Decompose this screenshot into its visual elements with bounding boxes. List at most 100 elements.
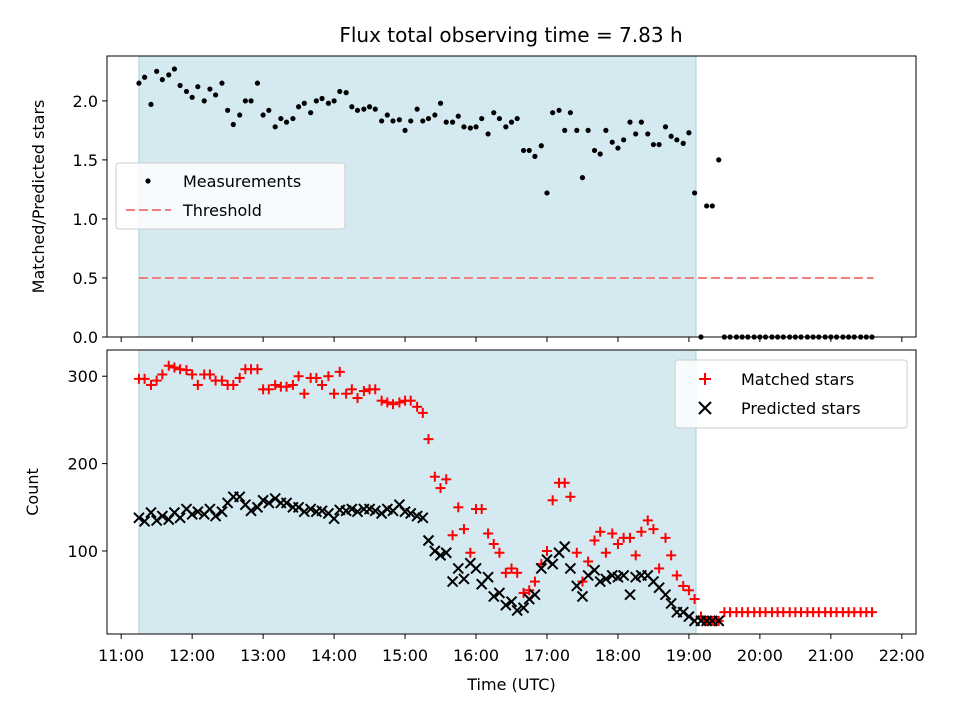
predicted-point	[145, 506, 157, 519]
predicted-point-b	[576, 590, 589, 603]
predicted-point-b	[138, 515, 151, 527]
predicted-point-b	[239, 498, 252, 511]
measurement-point	[219, 80, 225, 86]
predicted-point	[138, 515, 151, 527]
predicted-point-b	[517, 602, 530, 614]
predicted-point-b	[647, 575, 660, 588]
predicted-point	[316, 505, 328, 517]
predicted-point	[535, 562, 548, 575]
predicted-point-b	[192, 505, 204, 518]
measurement-point	[230, 121, 236, 128]
series-predicted-stars	[133, 491, 725, 627]
y-axis-label: Count	[23, 468, 42, 516]
matched-point	[358, 386, 369, 397]
matched-point	[625, 532, 636, 543]
matched-point	[204, 369, 215, 380]
matched-point	[465, 547, 476, 558]
predicted-point-b	[458, 573, 470, 585]
matched-point	[689, 594, 700, 605]
measurement-point	[189, 94, 195, 100]
predicted-point	[216, 505, 228, 518]
predicted-point-b	[529, 588, 541, 601]
measurement-point	[473, 124, 479, 130]
predicted-point	[452, 562, 464, 575]
matched-point	[636, 526, 647, 537]
matched-point	[405, 395, 416, 406]
measurement-point	[195, 84, 201, 90]
matched-point	[293, 371, 304, 382]
measurement-point	[408, 118, 414, 124]
predicted-point	[559, 540, 571, 553]
measurement-point	[313, 98, 319, 104]
predicted-point	[245, 505, 257, 517]
x-tick-label: 13:00	[240, 646, 286, 665]
predicted-point	[434, 549, 447, 562]
predicted-point-b	[588, 564, 601, 576]
measurement-point	[248, 98, 254, 104]
predicted-point-b	[156, 510, 169, 522]
predicted-point-b	[541, 554, 553, 566]
predicted-point-b	[440, 547, 452, 559]
matched-point	[228, 379, 239, 390]
predicted-point-b	[422, 534, 435, 547]
measurement-point	[432, 112, 438, 118]
matched-point	[595, 526, 606, 537]
predicted-point	[174, 512, 186, 524]
predicted-point	[440, 547, 452, 559]
measurement-point	[627, 119, 633, 125]
predicted-point-b	[594, 575, 606, 588]
matched-point	[600, 547, 611, 558]
matched-point	[270, 379, 281, 390]
matched-point	[500, 567, 511, 578]
measurement-point	[491, 110, 497, 116]
measurement-point	[461, 124, 467, 130]
matched-point	[476, 504, 487, 515]
measurement-point	[384, 112, 390, 118]
predicted-point-b	[653, 581, 665, 594]
measurement-point	[402, 127, 408, 133]
measurement-point	[603, 127, 609, 133]
predicted-point-b	[482, 571, 494, 583]
predicted-point-b	[488, 590, 500, 603]
predicted-point-b	[434, 549, 447, 562]
predicted-point	[600, 573, 612, 585]
y-axis-label: Matched/Predicted stars	[29, 100, 48, 294]
measurement-point	[503, 124, 509, 130]
predicted-point	[458, 573, 470, 585]
measurement-point	[296, 104, 302, 110]
matched-point	[435, 483, 446, 494]
measurement-point	[485, 131, 491, 137]
predicted-point-b	[452, 562, 464, 575]
measurement-point	[349, 104, 355, 110]
measurement-point	[716, 157, 722, 163]
matched-point	[370, 384, 381, 395]
predicted-point	[665, 597, 677, 610]
matched-point	[263, 384, 274, 395]
chart-title: Flux total observing time = 7.83 h	[339, 23, 682, 47]
measurement-point	[171, 66, 178, 72]
x-tick-label: 22:00	[879, 646, 925, 665]
predicted-point	[405, 507, 417, 520]
legend-label: Predicted stars	[741, 399, 861, 418]
matched-point	[187, 369, 198, 380]
measurement-point	[615, 145, 621, 151]
measurement-point	[443, 119, 449, 125]
x-tick-label: 21:00	[808, 646, 854, 665]
measurement-point	[361, 106, 367, 112]
predicted-point-b	[245, 505, 257, 517]
predicted-point	[713, 615, 725, 627]
measurement-point	[691, 190, 698, 196]
predicted-point	[417, 512, 429, 524]
y-tick-label: 200	[67, 455, 98, 474]
measurement-point	[319, 95, 325, 102]
predicted-point	[304, 503, 317, 515]
measurement-point	[520, 147, 527, 154]
predicted-point-b	[180, 503, 193, 515]
matched-point	[341, 388, 352, 399]
measurement-point	[574, 127, 580, 133]
predicted-point-b	[363, 503, 376, 515]
measurement-point	[585, 127, 591, 133]
x-tick-label: 14:00	[311, 646, 357, 665]
matched-point	[666, 550, 677, 561]
predicted-point-b	[216, 505, 228, 518]
